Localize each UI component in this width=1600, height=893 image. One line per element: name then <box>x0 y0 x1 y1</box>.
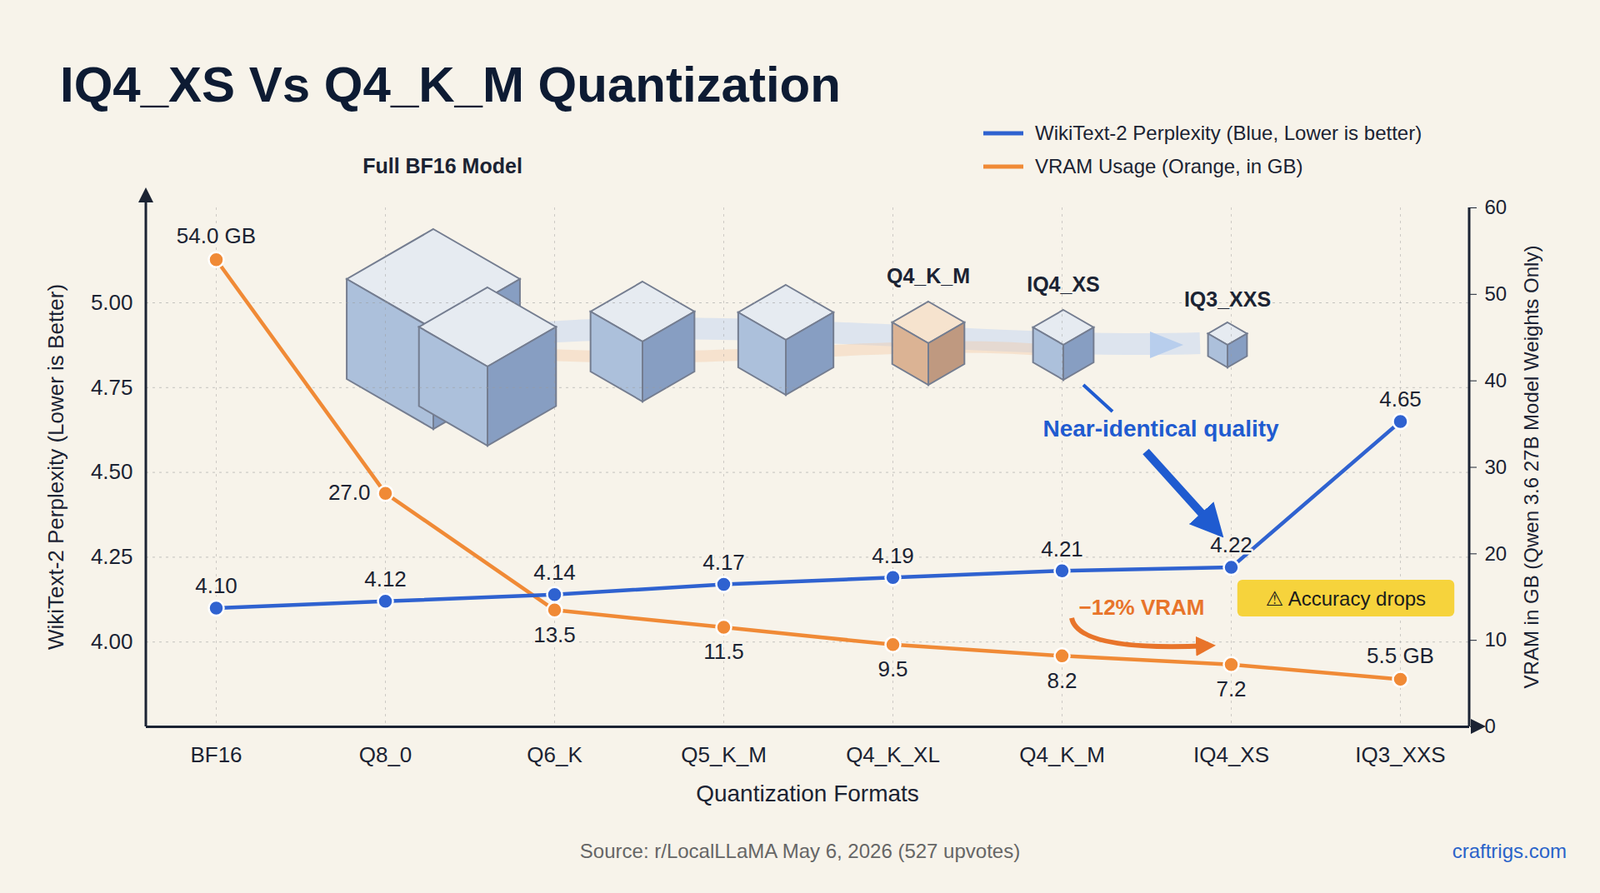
svg-text:20: 20 <box>1485 542 1508 565</box>
svg-text:Near-identical quality: Near-identical quality <box>1042 415 1280 442</box>
svg-text:Q5_K_M: Q5_K_M <box>680 742 767 768</box>
svg-text:27.0: 27.0 <box>328 480 371 505</box>
svg-text:11.5: 11.5 <box>703 639 745 665</box>
svg-text:30: 30 <box>1485 455 1508 479</box>
svg-text:VRAM in GB (Qwen 3.6 27B Model: VRAM in GB (Qwen 3.6 27B Model Weights O… <box>1520 245 1543 690</box>
svg-text:⚠ Accuracy drops: ⚠ Accuracy drops <box>1265 587 1426 610</box>
svg-text:4.00: 4.00 <box>90 629 134 655</box>
svg-text:13.5: 13.5 <box>533 622 576 648</box>
svg-text:VRAM Usage (Orange, in GB): VRAM Usage (Orange, in GB) <box>1035 155 1303 178</box>
svg-text:60: 60 <box>1485 195 1508 219</box>
svg-text:Q4_K_M: Q4_K_M <box>886 264 970 288</box>
svg-text:Q8_0: Q8_0 <box>359 742 413 768</box>
svg-text:4.21: 4.21 <box>1040 536 1084 562</box>
svg-text:Q4_K_XL: Q4_K_XL <box>845 742 940 768</box>
svg-text:4.19: 4.19 <box>871 543 915 569</box>
svg-text:9.5: 9.5 <box>877 656 908 682</box>
svg-text:4.25: 4.25 <box>90 544 134 570</box>
svg-text:craftrigs.com: craftrigs.com <box>1452 840 1567 863</box>
svg-text:Quantization Formats: Quantization Formats <box>695 780 920 807</box>
svg-text:8.2: 8.2 <box>1046 668 1077 694</box>
svg-text:4.14: 4.14 <box>533 560 576 585</box>
svg-text:4.10: 4.10 <box>195 573 238 599</box>
svg-text:WikiText-2 Perplexity (Blue, L: WikiText-2 Perplexity (Blue, Lower is be… <box>1035 121 1422 145</box>
svg-text:0: 0 <box>1485 715 1496 738</box>
svg-text:−12% VRAM: −12% VRAM <box>1079 595 1205 620</box>
svg-text:IQ3_XXS: IQ3_XXS <box>1355 742 1445 768</box>
svg-text:50: 50 <box>1485 282 1508 305</box>
svg-text:Source: r/LocalLLaMA May 6, 20: Source: r/LocalLLaMA May 6, 2026 (527 up… <box>580 840 1020 863</box>
svg-text:Q6_K: Q6_K <box>526 742 583 768</box>
svg-text:IQ4_XS Vs Q4_K_M Quantization: IQ4_XS Vs Q4_K_M Quantization <box>60 56 841 113</box>
svg-text:Q4_K_M: Q4_K_M <box>1019 742 1105 768</box>
svg-text:10: 10 <box>1485 628 1508 651</box>
svg-text:BF16: BF16 <box>190 742 242 768</box>
svg-text:4.12: 4.12 <box>364 566 407 592</box>
svg-text:54.0 GB: 54.0 GB <box>176 223 256 249</box>
svg-text:7.2: 7.2 <box>1215 676 1246 702</box>
svg-text:IQ4_XS: IQ4_XS <box>1026 272 1100 296</box>
svg-text:IQ3_XXS: IQ3_XXS <box>1184 287 1271 311</box>
svg-text:4.75: 4.75 <box>90 375 134 400</box>
svg-text:4.65: 4.65 <box>1379 386 1422 412</box>
svg-text:4.50: 4.50 <box>90 459 134 485</box>
svg-text:4.22: 4.22 <box>1210 532 1253 558</box>
svg-text:WikiText-2 Perplexity (Lower i: WikiText-2 Perplexity (Lower is Better) <box>43 284 69 650</box>
svg-text:5.00: 5.00 <box>90 290 134 315</box>
svg-text:IQ4_XS: IQ4_XS <box>1193 742 1270 768</box>
svg-text:5.5 GB: 5.5 GB <box>1366 643 1435 669</box>
svg-text:Full BF16 Model: Full BF16 Model <box>362 154 523 178</box>
svg-text:4.17: 4.17 <box>702 550 745 575</box>
svg-text:40: 40 <box>1485 369 1508 392</box>
